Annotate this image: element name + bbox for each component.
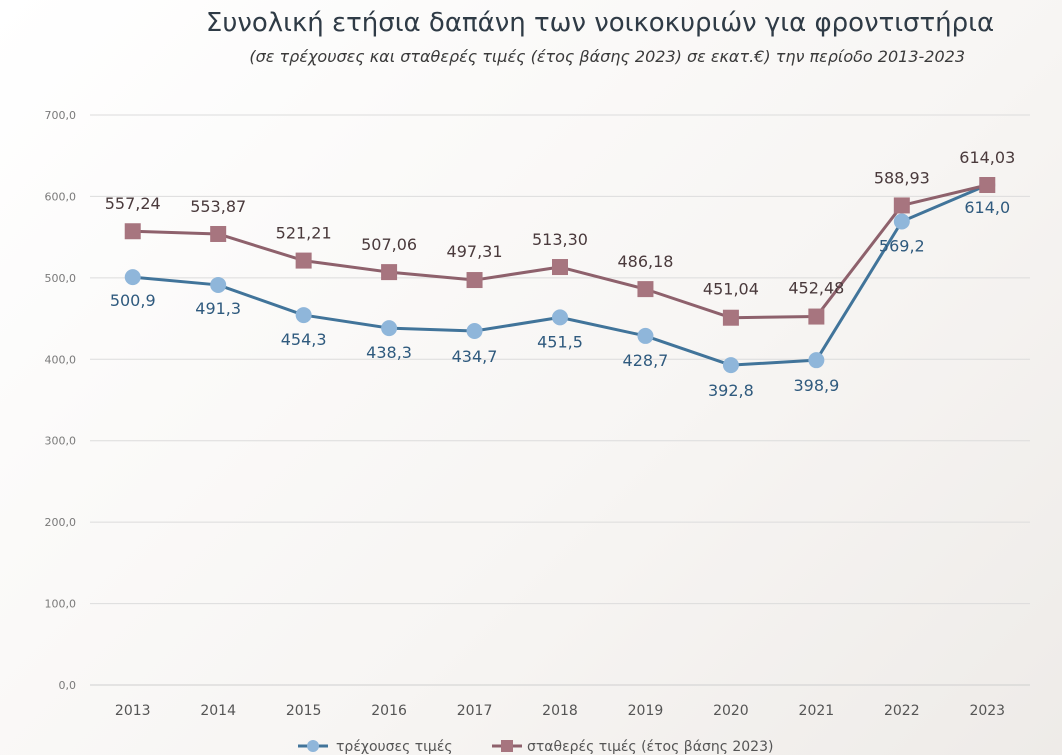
data-label: 451,5 — [537, 332, 583, 351]
data-label: 454,3 — [281, 330, 327, 349]
x-tick-label: 2018 — [542, 703, 578, 719]
legend-label: τρέχουσες τιμές — [336, 739, 453, 755]
data-point-marker — [722, 309, 739, 326]
data-point-marker — [381, 320, 398, 337]
data-point-marker — [893, 213, 910, 230]
data-point-marker — [210, 276, 227, 293]
x-tick-label: 2016 — [371, 703, 407, 719]
data-label: 486,18 — [617, 252, 673, 271]
data-point-marker — [552, 309, 568, 326]
data-point-marker — [808, 308, 825, 325]
legend-marker — [501, 740, 513, 752]
data-point-marker — [637, 281, 654, 298]
data-point-marker — [295, 252, 312, 269]
y-tick-label: 200,0 — [45, 516, 77, 529]
data-point-marker — [210, 225, 227, 242]
data-label: 398,9 — [793, 376, 839, 395]
x-tick-label: 2017 — [457, 703, 493, 719]
y-tick-label: 100,0 — [45, 598, 77, 611]
data-label: 452,48 — [788, 279, 844, 298]
data-label: 497,31 — [447, 242, 503, 261]
data-label: 451,04 — [703, 280, 759, 299]
data-label: 428,7 — [623, 351, 669, 370]
data-label: 521,21 — [276, 224, 332, 243]
y-tick-label: 700,0 — [45, 109, 77, 122]
x-tick-label: 2022 — [884, 703, 920, 719]
data-label: 500,9 — [110, 291, 156, 310]
data-label: 392,8 — [708, 381, 754, 400]
data-point-marker — [381, 264, 398, 281]
x-tick-label: 2019 — [628, 703, 664, 719]
data-label: 553,87 — [190, 197, 246, 216]
data-point-marker — [893, 197, 910, 214]
y-tick-label: 600,0 — [45, 190, 77, 203]
data-label: 569,2 — [879, 237, 925, 256]
data-point-marker — [466, 272, 483, 289]
x-tick-label: 2015 — [286, 703, 322, 719]
data-point-marker — [808, 352, 825, 369]
legend-marker — [307, 740, 319, 752]
data-point-marker — [637, 327, 654, 344]
x-tick-label: 2020 — [713, 703, 749, 719]
y-tick-label: 400,0 — [45, 353, 77, 366]
data-point-marker — [124, 269, 141, 286]
data-label: 434,7 — [452, 347, 498, 366]
y-tick-label: 300,0 — [45, 435, 77, 448]
data-label: 614,0 — [964, 198, 1010, 217]
data-label: 588,93 — [874, 168, 930, 187]
x-tick-label: 2023 — [969, 703, 1005, 719]
data-point-marker — [124, 223, 141, 240]
x-tick-label: 2013 — [115, 703, 151, 719]
data-label: 557,24 — [105, 194, 161, 213]
y-tick-label: 0,0 — [59, 679, 77, 692]
data-label: 438,3 — [366, 343, 412, 362]
data-point-marker — [552, 259, 568, 276]
data-label: 507,06 — [361, 235, 417, 254]
y-tick-label: 500,0 — [45, 272, 77, 285]
chart-subtitle: (σε τρέχουσες και σταθερές τιμές (έτος β… — [249, 47, 965, 66]
data-point-marker — [979, 177, 996, 194]
x-tick-label: 2014 — [200, 703, 236, 719]
data-point-marker — [466, 323, 483, 340]
legend-label: σταθερές τιμές (έτος βάσης 2023) — [527, 739, 773, 755]
chart-title: Συνολική ετήσια δαπάνη των νοικοκυριών γ… — [205, 8, 995, 38]
data-point-marker — [722, 357, 739, 374]
data-label: 614,03 — [959, 148, 1015, 167]
data-point-marker — [295, 307, 312, 324]
x-tick-label: 2021 — [799, 703, 835, 719]
data-label: 491,3 — [195, 299, 241, 318]
data-label: 513,30 — [532, 230, 588, 249]
series-line-constant — [132, 183, 988, 320]
